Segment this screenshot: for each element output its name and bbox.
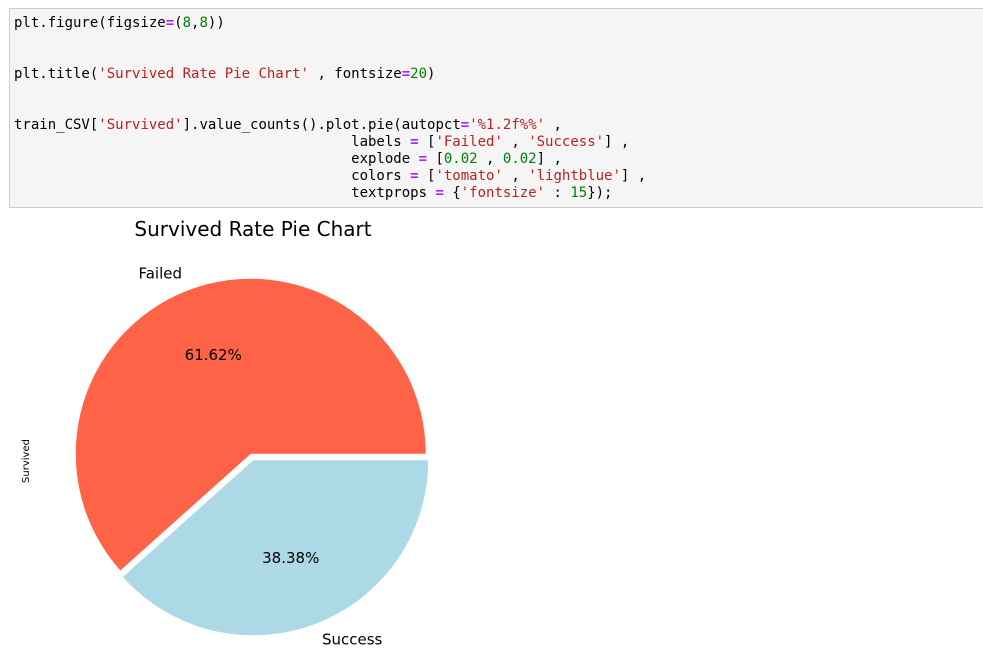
code-token: plt.figure(figsize	[14, 15, 166, 31]
code-token: '%1.2f%%'	[469, 117, 546, 133]
pie-label-failed: Failed	[138, 264, 182, 282]
pie-value-label: 38.38%	[262, 549, 319, 567]
code-token: =	[410, 168, 419, 184]
code-line: plt.title('Survived Rate Pie Chart' , fo…	[14, 66, 435, 82]
code-token: =	[460, 117, 470, 133]
code-token: ] ,	[536, 151, 562, 167]
code-token: labels	[14, 134, 411, 150]
code-line: plt.figure(figsize=(8,8))	[14, 15, 225, 31]
code-token: });	[587, 185, 613, 201]
code-token: 'Survived Rate Pie Chart'	[98, 66, 310, 82]
code-line: explode = [0.02 , 0.02] ,	[14, 151, 562, 167]
y-axis-label: Survived	[21, 439, 32, 483]
code-token: 8	[182, 15, 192, 31]
code-token: ] ,	[620, 168, 647, 184]
code-token: 'Success'	[528, 134, 605, 150]
code-line: labels = ['Failed' , 'Success'] ,	[14, 134, 629, 150]
code-line: train_CSV['Survived'].value_counts().plo…	[14, 117, 562, 133]
pie-slice-failed	[75, 278, 426, 571]
code-token: plt.title(	[14, 66, 99, 82]
code-token: 'Failed'	[435, 134, 503, 150]
code-token: {	[443, 185, 461, 201]
code-token: ,	[545, 117, 562, 133]
chart-title: Survived Rate Pie Chart	[134, 217, 371, 241]
code-token: =	[435, 185, 444, 201]
code-cell[interactable]: plt.figure(figsize=(8,8)) plt.title('Sur…	[9, 8, 983, 208]
pie-chart: Survived Rate Pie Chart Survived Failed 6…	[21, 217, 429, 649]
code-token: )	[427, 66, 436, 82]
code-token: :	[545, 185, 571, 201]
code-token: =	[410, 134, 419, 150]
code-line: colors = ['tomato' , 'lightblue'] ,	[14, 168, 646, 184]
code-token: colors	[14, 168, 411, 184]
code-line: textprops = {'fontsize' : 15});	[14, 185, 612, 201]
code-token: textprops	[14, 185, 436, 201]
code-token: ,	[477, 151, 503, 167]
pie-label-success: Success	[322, 631, 383, 649]
code-token: 'fontsize'	[460, 185, 546, 201]
code-token: 15	[570, 185, 588, 201]
pie-value-label: 61.62%	[185, 346, 242, 364]
code-token: 0.02	[443, 151, 478, 167]
code-token: =	[401, 66, 411, 82]
code-token: ,	[191, 15, 200, 31]
output-area: Survived Rate Pie Chart Survived Failed 6…	[0, 210, 983, 667]
code-token: 'tomato'	[435, 168, 503, 184]
code-token: 'Survived'	[98, 117, 183, 133]
code-editor[interactable]: plt.figure(figsize=(8,8)) plt.title('Sur…	[14, 15, 646, 202]
code-token: 'lightblue'	[528, 168, 621, 184]
code-token: ].value_counts().plot.pie(autopct	[182, 117, 461, 133]
code-token: 0.02	[502, 151, 537, 167]
code-token: ,	[502, 134, 529, 150]
code-token: train_CSV[	[14, 117, 99, 133]
code-token: ))	[207, 15, 225, 31]
code-token: =	[165, 15, 175, 31]
code-token: [	[418, 134, 436, 150]
code-token: =	[418, 151, 428, 167]
code-token: ] ,	[604, 134, 630, 150]
code-token: ,	[502, 168, 529, 184]
code-token: 20	[410, 66, 428, 82]
code-token: (	[174, 15, 183, 31]
code-token: explode	[14, 151, 419, 167]
code-token: [	[418, 168, 436, 184]
code-token: , fontsize	[309, 66, 402, 82]
code-token: [	[427, 151, 444, 167]
pie-slice-success	[122, 460, 429, 636]
code-token: 8	[199, 15, 208, 31]
